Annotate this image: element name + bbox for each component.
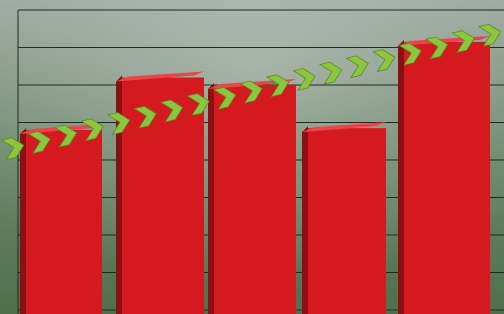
- bar-side: [398, 40, 404, 314]
- bar: [26, 130, 102, 314]
- bar-side: [116, 76, 122, 314]
- bar: [122, 78, 204, 314]
- chart: [0, 0, 504, 314]
- bar-side: [20, 128, 26, 314]
- bar: [214, 85, 296, 314]
- bar-side: [302, 126, 308, 314]
- bar: [308, 128, 386, 314]
- bar: [404, 42, 490, 314]
- bar-side: [208, 83, 214, 314]
